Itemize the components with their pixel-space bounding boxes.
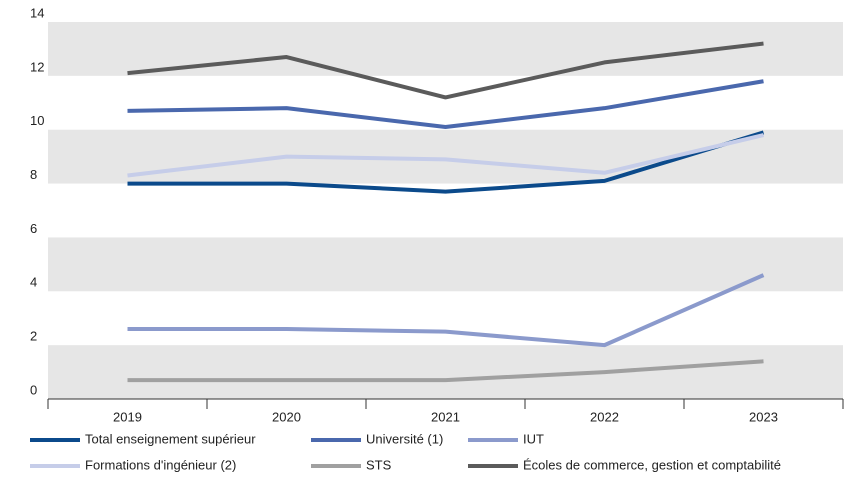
x-tick-label: 2022	[590, 409, 619, 424]
y-tick-label: 2	[30, 329, 37, 344]
x-tick-label: 2019	[113, 409, 142, 424]
legend-label: Formations d'ingénieur (2)	[85, 457, 236, 472]
grid-band	[48, 237, 843, 292]
grid-band	[48, 129, 843, 184]
legend-label: STS	[366, 457, 392, 472]
legend-label: Total enseignement supérieur	[85, 431, 256, 446]
legend-label: IUT	[523, 431, 544, 446]
x-tick-label: 2020	[272, 409, 301, 424]
legend-label: Université (1)	[366, 431, 443, 446]
y-tick-label: 14	[30, 5, 44, 20]
grid-band	[48, 345, 843, 399]
x-tick-label: 2023	[749, 409, 778, 424]
line-series	[127, 130, 765, 194]
line-series	[127, 359, 764, 383]
line-series	[127, 79, 764, 130]
y-tick-label: 12	[30, 59, 44, 74]
y-tick-label: 4	[30, 275, 37, 290]
y-tick-label: 10	[30, 113, 44, 128]
y-tick-label: 0	[30, 382, 37, 397]
y-tick-label: 8	[30, 167, 37, 182]
y-tick-label: 6	[30, 221, 37, 236]
line-series	[127, 133, 764, 178]
line-series	[127, 41, 764, 100]
legend-label: Écoles de commerce, gestion et comptabil…	[523, 457, 781, 472]
x-tick-label: 2021	[431, 409, 460, 424]
line-series	[127, 273, 765, 348]
